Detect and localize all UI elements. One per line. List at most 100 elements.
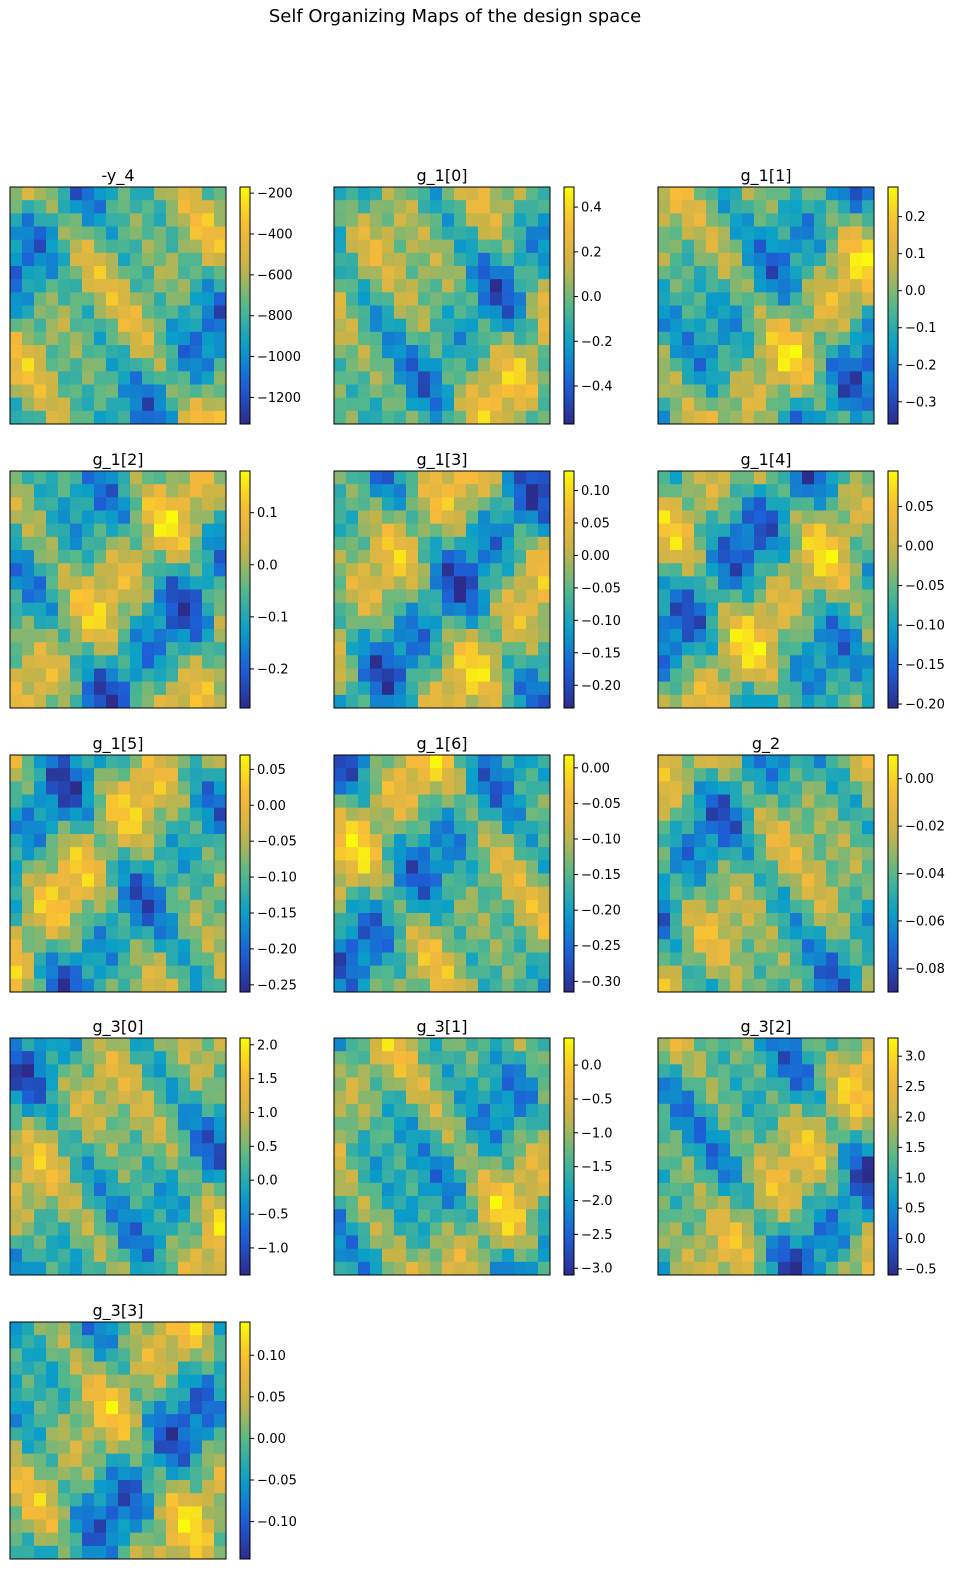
heatmap-cell xyxy=(190,589,203,604)
heatmap-cell xyxy=(370,847,383,861)
heatmap-cell xyxy=(34,1480,47,1494)
heatmap-cell xyxy=(478,1064,491,1078)
heatmap-cell xyxy=(442,794,455,809)
heatmap-cell xyxy=(838,952,851,967)
heatmap-cell xyxy=(358,1090,371,1105)
heatmap-cell xyxy=(454,1103,467,1118)
heatmap-cell xyxy=(718,563,731,577)
heatmap-cell xyxy=(346,978,359,993)
heatmap-cell xyxy=(94,1335,107,1349)
heatmap-cell xyxy=(682,1235,695,1250)
heatmap-cell xyxy=(862,768,875,782)
heatmap-cell xyxy=(778,668,791,683)
heatmap-cell xyxy=(370,536,383,551)
heatmap-cell xyxy=(382,384,395,399)
heatmap-cell xyxy=(538,563,551,577)
heatmap-cell xyxy=(742,563,755,577)
heatmap-cell xyxy=(154,510,167,525)
heatmap-cell xyxy=(106,1466,119,1481)
heatmap-cell xyxy=(766,820,779,835)
heatmap-cell xyxy=(154,576,167,590)
heatmap-cell xyxy=(778,1182,791,1197)
heatmap-cell xyxy=(670,1156,683,1171)
heatmap-cell xyxy=(130,834,143,848)
heatmap-cell xyxy=(382,563,395,577)
heatmap-cell xyxy=(214,1222,227,1236)
heatmap-cell xyxy=(478,1103,491,1118)
heatmap-cell xyxy=(394,576,407,590)
heatmap-cell xyxy=(658,358,671,372)
heatmap-cell xyxy=(766,939,779,953)
heatmap-cell xyxy=(94,331,107,346)
heatmap-cell xyxy=(82,497,95,511)
heatmap-cell xyxy=(478,655,491,669)
heatmap-cell xyxy=(178,1532,191,1547)
heatmap-cell xyxy=(34,807,47,822)
heatmap-cell xyxy=(46,1401,59,1415)
heatmap-cell xyxy=(754,913,767,927)
heatmap-cell xyxy=(718,397,731,412)
heatmap-cell xyxy=(214,510,227,525)
heatmap-cell xyxy=(490,252,503,267)
heatmap-cell xyxy=(670,371,683,385)
heatmap-cell xyxy=(178,681,191,696)
heatmap-cell xyxy=(214,1117,227,1131)
heatmap-cell xyxy=(694,615,707,630)
heatmap-cell xyxy=(718,807,731,822)
heatmap-cell xyxy=(802,965,815,980)
heatmap-cell xyxy=(370,952,383,967)
heatmap-cell xyxy=(70,1440,83,1455)
heatmap-cell xyxy=(346,213,359,227)
heatmap-cell xyxy=(778,279,791,293)
heatmap-cell xyxy=(418,1143,431,1157)
heatmap-cell xyxy=(382,1169,395,1184)
heatmap-cell xyxy=(22,1196,35,1210)
heatmap-cell xyxy=(706,576,719,590)
heatmap-cell xyxy=(754,1169,767,1184)
heatmap-cell xyxy=(178,1466,191,1481)
heatmap-cell xyxy=(382,358,395,372)
heatmap-cell xyxy=(130,1103,143,1118)
heatmap-cell xyxy=(406,602,419,617)
heatmap-cell xyxy=(490,860,503,874)
colorbar-tick-label: 0.5 xyxy=(257,1140,278,1155)
heatmap-cell xyxy=(370,471,383,485)
heatmap-cell xyxy=(862,978,875,993)
heatmap-cell xyxy=(706,510,719,525)
heatmap-cell xyxy=(130,781,143,795)
heatmap-cell xyxy=(346,820,359,835)
heatmap-cell xyxy=(466,860,479,874)
heatmap-cell xyxy=(178,978,191,993)
heatmap-cell xyxy=(106,1261,119,1276)
heatmap-cell xyxy=(202,1182,215,1197)
heatmap-cell xyxy=(682,576,695,590)
heatmap-cell xyxy=(478,913,491,927)
heatmap-cell xyxy=(862,1143,875,1157)
heatmap-cell xyxy=(334,305,347,320)
heatmap-cell xyxy=(46,694,59,709)
heatmap-cell xyxy=(682,655,695,669)
heatmap-cell xyxy=(826,655,839,669)
heatmap-cell xyxy=(370,345,383,359)
heatmap-cell xyxy=(538,1130,551,1144)
heatmap-cell xyxy=(22,939,35,953)
heatmap-cell xyxy=(514,358,527,372)
heatmap-cell xyxy=(190,1480,203,1494)
heatmap-cell xyxy=(838,589,851,604)
heatmap-cell xyxy=(454,266,467,280)
panel-title: g_1[2] xyxy=(93,450,144,470)
heatmap-cell xyxy=(514,1261,527,1276)
heatmap-cell xyxy=(406,755,419,769)
heatmap-cell xyxy=(706,1103,719,1118)
heatmap-cell xyxy=(154,1156,167,1171)
heatmap-cell xyxy=(802,331,815,346)
heatmap-cell xyxy=(10,1322,23,1336)
heatmap-cell xyxy=(826,1248,839,1263)
heatmap-cell xyxy=(850,305,863,320)
heatmap-cell xyxy=(178,510,191,525)
heatmap-cell xyxy=(154,834,167,848)
heatmap-cell xyxy=(514,642,527,656)
heatmap-cell xyxy=(22,629,35,643)
heatmap-cell xyxy=(778,899,791,914)
colorbar-tick-label: −0.25 xyxy=(581,939,621,954)
